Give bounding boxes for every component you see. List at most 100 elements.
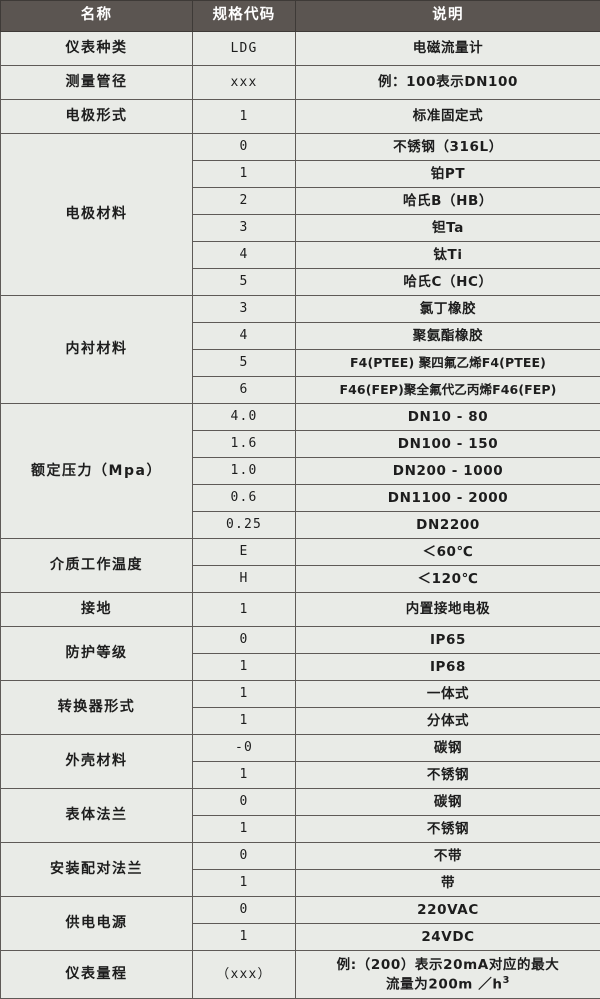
spec-code-cell: 4 bbox=[193, 323, 296, 350]
spec-code-cell: 1.0 bbox=[193, 458, 296, 485]
spec-description-cell: 例：100表示DN100 bbox=[296, 66, 600, 100]
spec-description-cell: IP68 bbox=[296, 654, 600, 681]
spec-description-cell: DN10 - 80 bbox=[296, 404, 600, 431]
row-group-name: 额定压力（Mpa） bbox=[1, 404, 193, 539]
spec-code-cell: 1 bbox=[193, 762, 296, 789]
spec-description-cell: 钛Ti bbox=[296, 242, 600, 269]
description-line-2-text: 流量为200m ／h bbox=[386, 976, 503, 992]
spec-code-cell: E bbox=[193, 539, 296, 566]
spec-description-cell: ＜60℃ bbox=[296, 539, 600, 566]
description-line-1: 例:（200）表示20mA对应的最大 bbox=[300, 956, 596, 974]
spec-code-cell: （xxx） bbox=[193, 951, 296, 999]
spec-code-cell: 1 bbox=[193, 100, 296, 134]
spec-description-cell: F4(PTEE) 聚四氟乙烯F4(PTEE) bbox=[296, 350, 600, 377]
spec-code-cell: 1.6 bbox=[193, 431, 296, 458]
row-group-name: 仪表种类 bbox=[1, 32, 193, 66]
spec-code-cell: 5 bbox=[193, 350, 296, 377]
spec-description-cell: 碳钢 bbox=[296, 789, 600, 816]
table-header-row: 名称 规格代码 说明 bbox=[1, 1, 600, 32]
spec-description-cell: 钽Ta bbox=[296, 215, 600, 242]
spec-description-cell: 内置接地电极 bbox=[296, 593, 600, 627]
row-group-name: 供电电源 bbox=[1, 897, 193, 951]
spec-description-cell: 标准固定式 bbox=[296, 100, 600, 134]
spec-code-cell: 0.6 bbox=[193, 485, 296, 512]
row-group-name: 外壳材料 bbox=[1, 735, 193, 789]
spec-code-cell: 1 bbox=[193, 654, 296, 681]
table-row: 仪表量程（xxx）例:（200）表示20mA对应的最大流量为200m ／h3 bbox=[1, 951, 600, 999]
row-group-name: 介质工作温度 bbox=[1, 539, 193, 593]
spec-code-cell: 0 bbox=[193, 897, 296, 924]
column-header-name: 名称 bbox=[1, 1, 193, 32]
spec-description-cell: 不锈钢 bbox=[296, 816, 600, 843]
spec-code-cell: 0 bbox=[193, 843, 296, 870]
spec-code-cell: LDG bbox=[193, 32, 296, 66]
spec-code-cell: 5 bbox=[193, 269, 296, 296]
spec-description-cell: 哈氏B（HB） bbox=[296, 188, 600, 215]
row-group-name: 表体法兰 bbox=[1, 789, 193, 843]
spec-description-cell: ＜120℃ bbox=[296, 566, 600, 593]
spec-code-cell: 3 bbox=[193, 215, 296, 242]
spec-description-cell: 碳钢 bbox=[296, 735, 600, 762]
description-line-2-superscript: 3 bbox=[503, 975, 510, 986]
spec-description-cell: 分体式 bbox=[296, 708, 600, 735]
spec-description-cell: 不带 bbox=[296, 843, 600, 870]
spec-code-cell: 4.0 bbox=[193, 404, 296, 431]
spec-code-cell: 1 bbox=[193, 681, 296, 708]
row-group-name: 测量管径 bbox=[1, 66, 193, 100]
row-group-name: 内衬材料 bbox=[1, 296, 193, 404]
row-group-name: 仪表量程 bbox=[1, 951, 193, 999]
spec-code-cell: 0 bbox=[193, 134, 296, 161]
spec-description-cell: DN1100 - 2000 bbox=[296, 485, 600, 512]
row-group-name: 防护等级 bbox=[1, 627, 193, 681]
spec-code-cell: 3 bbox=[193, 296, 296, 323]
spec-description-cell: DN100 - 150 bbox=[296, 431, 600, 458]
table-header: 名称 规格代码 说明 bbox=[1, 1, 600, 32]
spec-description-cell: F46(FEP)聚全氟代乙丙烯F46(FEP) bbox=[296, 377, 600, 404]
spec-code-cell: xxx bbox=[193, 66, 296, 100]
spec-code-cell: 4 bbox=[193, 242, 296, 269]
spec-code-cell: 0 bbox=[193, 627, 296, 654]
column-header-description: 说明 bbox=[296, 1, 600, 32]
spec-code-cell: 1 bbox=[193, 593, 296, 627]
row-group-name: 转换器形式 bbox=[1, 681, 193, 735]
spec-code-cell: 1 bbox=[193, 924, 296, 951]
spec-code-cell: 1 bbox=[193, 161, 296, 188]
spec-code-cell: 0 bbox=[193, 789, 296, 816]
spec-description-cell: 220VAC bbox=[296, 897, 600, 924]
spec-code-cell: H bbox=[193, 566, 296, 593]
spec-description-cell: 哈氏C（HC） bbox=[296, 269, 600, 296]
spec-code-cell: 1 bbox=[193, 816, 296, 843]
spec-description-cell: 铂PT bbox=[296, 161, 600, 188]
spec-description-cell: 聚氨酯橡胶 bbox=[296, 323, 600, 350]
spec-code-cell: 2 bbox=[193, 188, 296, 215]
spec-description-cell: DN2200 bbox=[296, 512, 600, 539]
spec-code-cell: 1 bbox=[193, 870, 296, 897]
spec-description-cell: 带 bbox=[296, 870, 600, 897]
row-group-name: 安装配对法兰 bbox=[1, 843, 193, 897]
row-group-name: 电极材料 bbox=[1, 134, 193, 296]
spec-description-cell: 24VDC bbox=[296, 924, 600, 951]
spec-description-cell: 例:（200）表示20mA对应的最大流量为200m ／h3 bbox=[296, 951, 600, 999]
description-line-2: 流量为200m ／h3 bbox=[300, 974, 596, 994]
spec-description-cell: IP65 bbox=[296, 627, 600, 654]
spec-description-cell: 不锈钢（316L） bbox=[296, 134, 600, 161]
spec-code-cell: 0.25 bbox=[193, 512, 296, 539]
spec-code-cell: 6 bbox=[193, 377, 296, 404]
spec-code-cell: 1 bbox=[193, 708, 296, 735]
